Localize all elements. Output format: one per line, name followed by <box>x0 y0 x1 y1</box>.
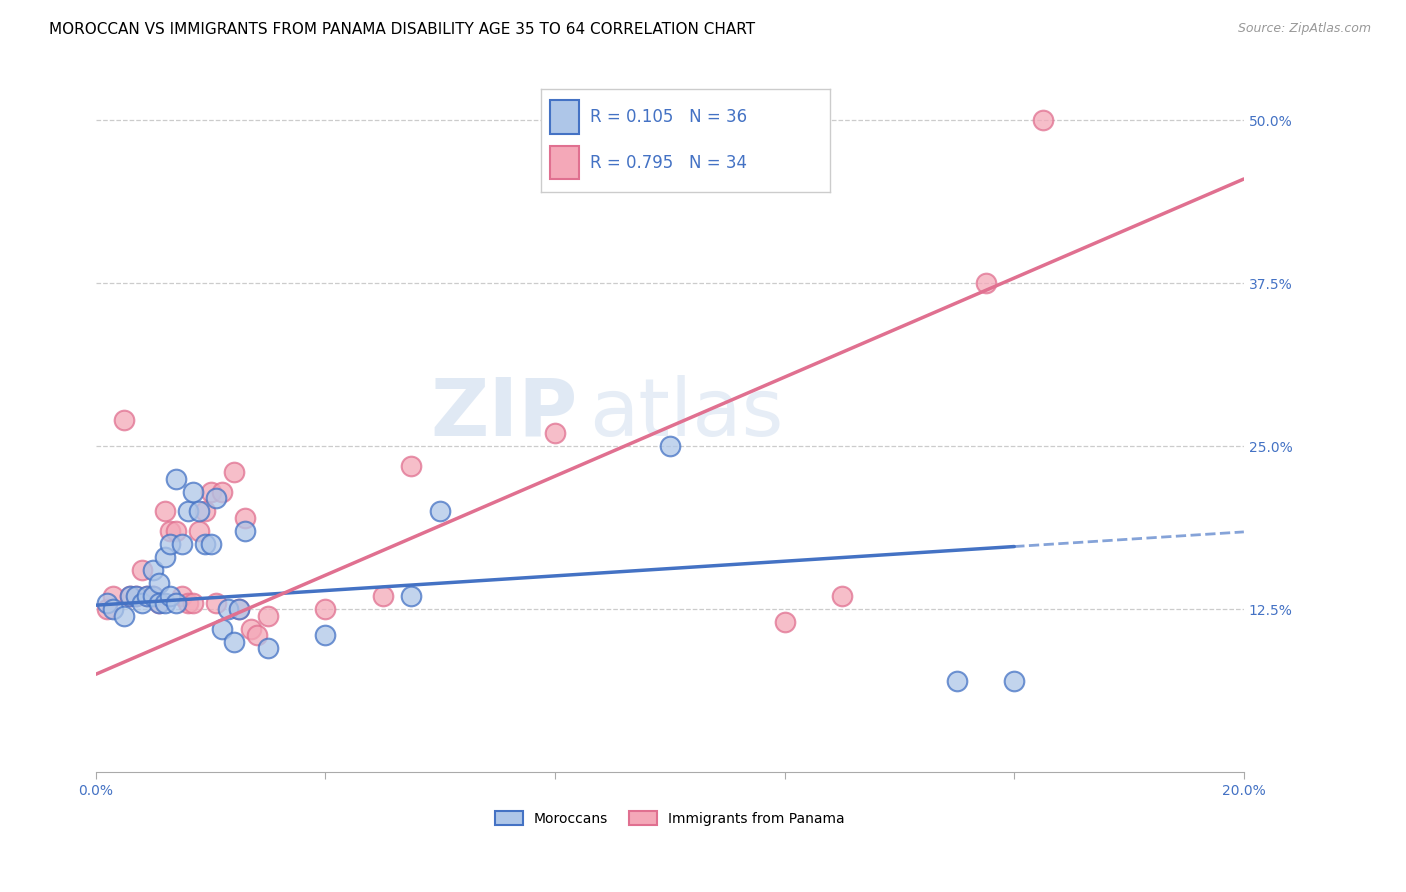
Text: atlas: atlas <box>589 375 783 452</box>
Point <box>233 511 256 525</box>
Point <box>228 602 250 616</box>
Point <box>544 426 567 441</box>
Point <box>159 537 181 551</box>
Point <box>946 673 969 688</box>
Point <box>148 576 170 591</box>
Point <box>114 413 136 427</box>
Point <box>205 491 228 506</box>
Point <box>165 524 187 538</box>
Point <box>176 504 198 518</box>
Point <box>142 589 165 603</box>
Point <box>101 602 124 616</box>
Bar <box>550 145 579 179</box>
Point <box>159 524 181 538</box>
Text: ZIP: ZIP <box>430 375 578 452</box>
Point <box>831 589 853 603</box>
Point <box>188 504 211 518</box>
Point <box>183 596 205 610</box>
Point <box>314 602 336 616</box>
Point <box>239 622 262 636</box>
Point <box>1032 113 1054 128</box>
Point <box>148 596 170 610</box>
Point <box>96 596 118 610</box>
Point <box>120 589 142 603</box>
Point <box>401 458 423 473</box>
Point <box>228 602 250 616</box>
Point <box>170 537 193 551</box>
Legend: Moroccans, Immigrants from Panama: Moroccans, Immigrants from Panama <box>495 811 845 826</box>
Point <box>142 563 165 577</box>
Point <box>142 589 165 603</box>
Point <box>148 596 170 610</box>
Point <box>194 537 217 551</box>
Point <box>176 596 198 610</box>
Point <box>131 596 153 610</box>
Point <box>211 484 233 499</box>
Point <box>96 602 118 616</box>
Point <box>401 589 423 603</box>
Point <box>101 589 124 603</box>
Point <box>194 504 217 518</box>
Point <box>429 504 451 518</box>
Point <box>125 589 148 603</box>
Point <box>170 589 193 603</box>
Text: Source: ZipAtlas.com: Source: ZipAtlas.com <box>1237 22 1371 36</box>
Point <box>114 608 136 623</box>
Text: R = 0.795   N = 34: R = 0.795 N = 34 <box>591 153 748 171</box>
Point <box>153 549 176 564</box>
Point <box>1002 673 1025 688</box>
Point <box>222 465 245 479</box>
Point <box>165 596 187 610</box>
Point <box>233 524 256 538</box>
Point <box>120 589 142 603</box>
Point <box>245 628 267 642</box>
Point <box>136 589 159 603</box>
Point <box>371 589 394 603</box>
Point <box>222 634 245 648</box>
Point <box>165 472 187 486</box>
Point <box>153 596 176 610</box>
Point <box>200 484 222 499</box>
Point <box>159 589 181 603</box>
Point <box>773 615 796 629</box>
Point <box>974 277 997 291</box>
Point <box>314 628 336 642</box>
Text: MOROCCAN VS IMMIGRANTS FROM PANAMA DISABILITY AGE 35 TO 64 CORRELATION CHART: MOROCCAN VS IMMIGRANTS FROM PANAMA DISAB… <box>49 22 755 37</box>
Point <box>136 589 159 603</box>
Point <box>200 537 222 551</box>
Point <box>217 602 239 616</box>
Text: R = 0.105   N = 36: R = 0.105 N = 36 <box>591 109 748 127</box>
Point <box>188 524 211 538</box>
Point <box>257 608 280 623</box>
Bar <box>550 101 579 135</box>
Point <box>658 439 681 453</box>
Point <box>205 596 228 610</box>
Point <box>125 589 148 603</box>
Point <box>211 622 233 636</box>
Point <box>131 563 153 577</box>
Point <box>153 504 176 518</box>
Point <box>183 484 205 499</box>
Point <box>257 641 280 656</box>
